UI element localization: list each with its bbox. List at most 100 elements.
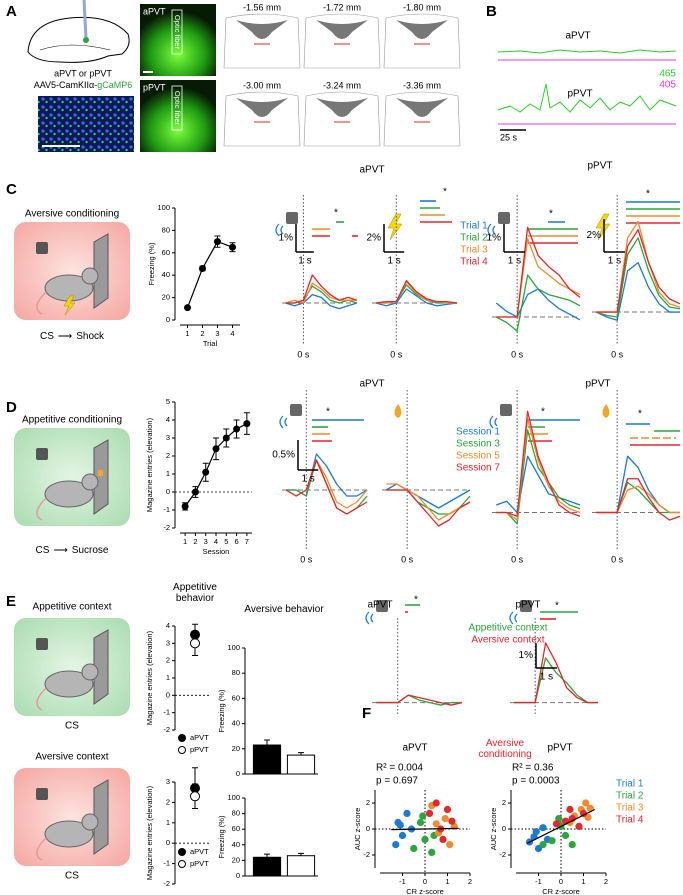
chart-title: Appetitive behavior: [173, 582, 217, 604]
y-tick-label: 20: [162, 293, 170, 302]
trace: [496, 429, 581, 525]
rat: [44, 480, 94, 508]
y-tick-label: 2: [502, 798, 506, 807]
y-tick-label: 80: [232, 668, 240, 677]
x-tick-label: 3: [204, 537, 208, 546]
x-axis-label: Trial: [203, 339, 218, 348]
fiber-region: aPVT: [143, 6, 166, 16]
point: [222, 434, 230, 442]
y-tick-label: 0: [166, 838, 170, 847]
injection-label: aPVT or pPVT: [54, 68, 112, 78]
rat-tail: [36, 837, 47, 861]
significance-star: *: [541, 407, 545, 418]
region-label: aPVT: [402, 743, 427, 754]
y-tick-label: 60: [232, 824, 240, 833]
channel-label: 465: [659, 69, 676, 80]
x-tick-label: 5: [224, 537, 228, 546]
y-tick-label: 60: [232, 693, 240, 702]
speaker-icon: [290, 404, 302, 416]
y-tick-label: 0: [166, 487, 170, 496]
panel-label: E: [6, 593, 16, 610]
reporter: gCaMP6: [97, 80, 132, 90]
y-tick-label: 40: [232, 719, 240, 728]
x-tick-label: 2: [193, 537, 197, 546]
rat-head: [81, 473, 99, 491]
y-tick-label: 60: [162, 248, 170, 257]
legend-label: Trial 1: [460, 221, 488, 232]
trace: [386, 489, 471, 527]
x-tick-label: 2: [200, 329, 204, 338]
rat: [44, 670, 94, 698]
point: [396, 821, 404, 829]
point: [229, 243, 236, 251]
panel-label: F: [362, 705, 371, 722]
y-tick-label: 3: [166, 638, 170, 647]
scale-label-x: 1 s: [540, 672, 553, 683]
scale-label-x: 1 s: [387, 256, 400, 267]
y-tick-label: 100: [157, 203, 170, 212]
us: Shock: [76, 331, 105, 342]
legend-label: Trial 4: [616, 815, 644, 826]
y-axis-label: Magazine entries (elevation): [145, 785, 154, 880]
point: [243, 420, 251, 428]
speaker-icon: [498, 212, 510, 224]
significance-bars: [405, 604, 578, 620]
scale-label-y: 0.5%: [272, 450, 295, 461]
point: [539, 841, 547, 849]
atlas-region: [396, 20, 448, 39]
legend-label: aPVT: [190, 733, 209, 742]
shock-icon: [387, 213, 403, 241]
stat-label: p = 0.0003: [512, 776, 560, 787]
point: [403, 809, 411, 818]
legend-label: Session 1: [456, 427, 500, 438]
paradigm-title: Appetitive conditioning: [22, 415, 122, 426]
fiber-image: [140, 4, 216, 76]
point: [202, 468, 210, 476]
chart-title: aPVT: [367, 600, 392, 611]
fiber-icon: [82, 0, 88, 39]
point: [421, 835, 429, 844]
paradigm-title: Aversive conditioning: [25, 209, 119, 220]
fit-line: [526, 808, 596, 844]
chart-title: Aversive behavior: [244, 604, 324, 615]
curve: [186, 240, 233, 308]
legend-label: Session 5: [456, 451, 500, 462]
y-tick-label: 4: [166, 415, 170, 424]
us: Sucrose: [72, 545, 109, 556]
x-tick-label: 4: [214, 537, 218, 546]
significance-bars: [312, 200, 680, 244]
context-box: [14, 428, 130, 526]
scale-label-x: 1 s: [508, 256, 521, 267]
legend-label: Trial 3: [460, 245, 488, 256]
y-tick-label: 0: [366, 824, 370, 833]
x-tick-label: 2: [468, 877, 472, 886]
fit-line: [391, 827, 459, 831]
wall: [93, 439, 109, 515]
trace: [386, 483, 471, 521]
y-tick-label: 5: [166, 397, 170, 406]
speaker: [36, 638, 48, 650]
legend-label: aPVT: [190, 847, 209, 856]
point: [579, 809, 588, 818]
legend-label: Trial 4: [460, 257, 488, 268]
speaker-icon: [286, 212, 298, 224]
atlas-region: [236, 98, 288, 117]
trace: [595, 237, 681, 318]
point: [432, 820, 440, 828]
point: [539, 824, 547, 832]
trace: [376, 281, 457, 304]
x-tick-label: 7: [245, 537, 249, 546]
onset-label: 0 s: [300, 554, 313, 564]
x-tick-label: 1: [183, 537, 187, 546]
y-tick-label: 40: [162, 270, 170, 279]
scale-label-y: 2%: [367, 233, 382, 244]
bar: [252, 856, 282, 877]
y-tick-label: 1: [166, 818, 170, 827]
point: [428, 848, 436, 857]
raw-trace: [497, 83, 677, 113]
panel-label: B: [486, 3, 497, 20]
point: [586, 804, 594, 812]
sucrose-icon: [602, 404, 610, 418]
cs: CS: [40, 331, 54, 342]
trace: [496, 418, 581, 521]
